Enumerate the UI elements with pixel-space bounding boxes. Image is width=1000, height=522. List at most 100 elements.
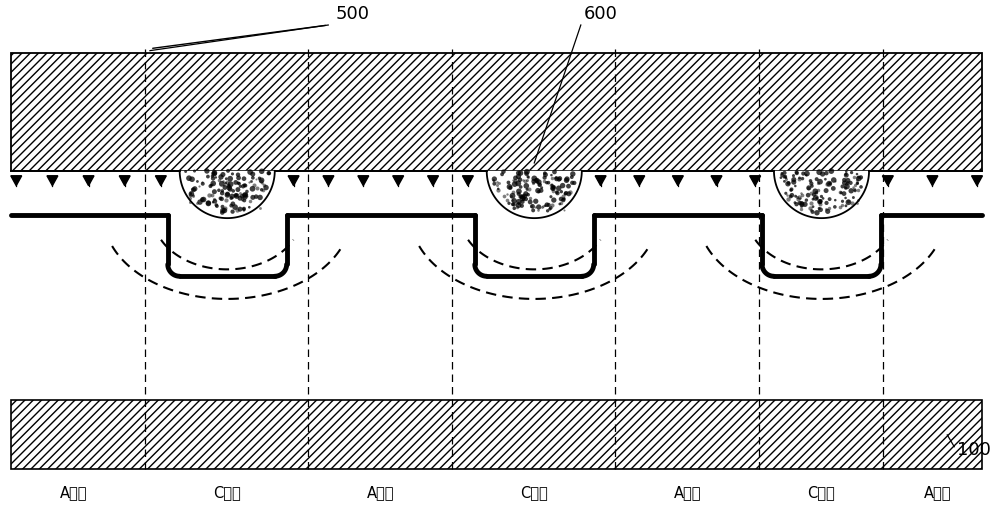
Point [789,193,805,201]
Point [809,194,825,203]
Point [561,189,577,198]
Polygon shape [428,176,438,186]
Point [516,195,532,204]
Point [218,196,234,204]
Point [237,191,253,199]
Point [804,182,820,190]
Point [185,192,201,200]
Point [251,174,267,183]
Point [559,175,575,183]
Point [789,169,805,177]
Point [803,176,819,185]
Point [506,196,522,205]
Point [539,179,555,187]
Point [207,169,223,177]
Point [546,168,562,176]
Point [530,206,546,214]
Point [208,201,224,209]
Point [228,191,244,199]
Point [843,179,859,187]
Point [526,177,542,185]
Point [780,195,796,203]
Point [245,170,261,179]
Point [243,177,259,185]
Point [522,198,538,206]
Point [840,176,856,185]
Point [223,194,239,203]
Point [780,180,796,188]
Point [821,180,837,188]
Point [499,190,515,198]
Point [234,195,250,204]
Point [519,168,535,176]
Text: A区域: A区域 [366,485,394,501]
Point [489,177,505,186]
Point [564,179,580,187]
Point [793,189,809,197]
Point [781,179,797,187]
Point [206,187,222,196]
Point [496,192,512,200]
Text: 600: 600 [584,5,618,23]
Point [215,203,231,211]
Point [220,190,236,198]
Point [549,175,565,183]
Point [231,180,247,188]
Point [838,180,854,188]
Point [845,193,861,201]
Point [850,196,866,204]
Point [205,198,221,206]
Point [529,178,545,186]
Point [822,179,838,187]
Point [502,183,518,191]
Point [784,185,800,194]
Point [849,175,865,184]
Point [506,199,522,208]
Point [533,186,549,195]
Point [821,204,837,212]
Point [500,179,516,187]
Point [531,180,547,188]
Point [798,171,814,179]
Point [513,169,529,177]
Point [207,197,223,206]
Point [213,173,229,181]
Point [536,177,552,186]
Point [525,202,541,210]
Point [522,194,538,202]
Point [786,171,802,180]
Point [811,168,827,176]
Point [214,187,230,195]
Point [797,200,813,208]
Polygon shape [882,176,893,186]
Point [838,201,854,210]
Point [530,186,546,195]
Point [503,192,519,200]
Point [525,206,541,215]
Point [237,182,253,190]
Point [566,179,582,187]
Point [228,191,244,199]
Point [511,199,527,208]
Point [518,195,534,203]
Point [243,176,259,185]
Point [531,178,547,186]
Point [236,196,252,205]
Point [794,199,810,207]
Point [838,184,854,192]
Point [510,179,526,187]
Point [509,203,525,211]
Point [512,192,528,200]
Point [564,173,580,181]
Point [191,182,207,191]
Point [565,170,581,178]
Point [543,204,559,212]
Point [217,204,233,212]
Text: A区域: A区域 [674,485,701,501]
Point [490,185,506,193]
Polygon shape [11,176,22,186]
Point [777,172,793,181]
Point [803,206,819,214]
Point [552,200,568,208]
Point [832,203,848,211]
